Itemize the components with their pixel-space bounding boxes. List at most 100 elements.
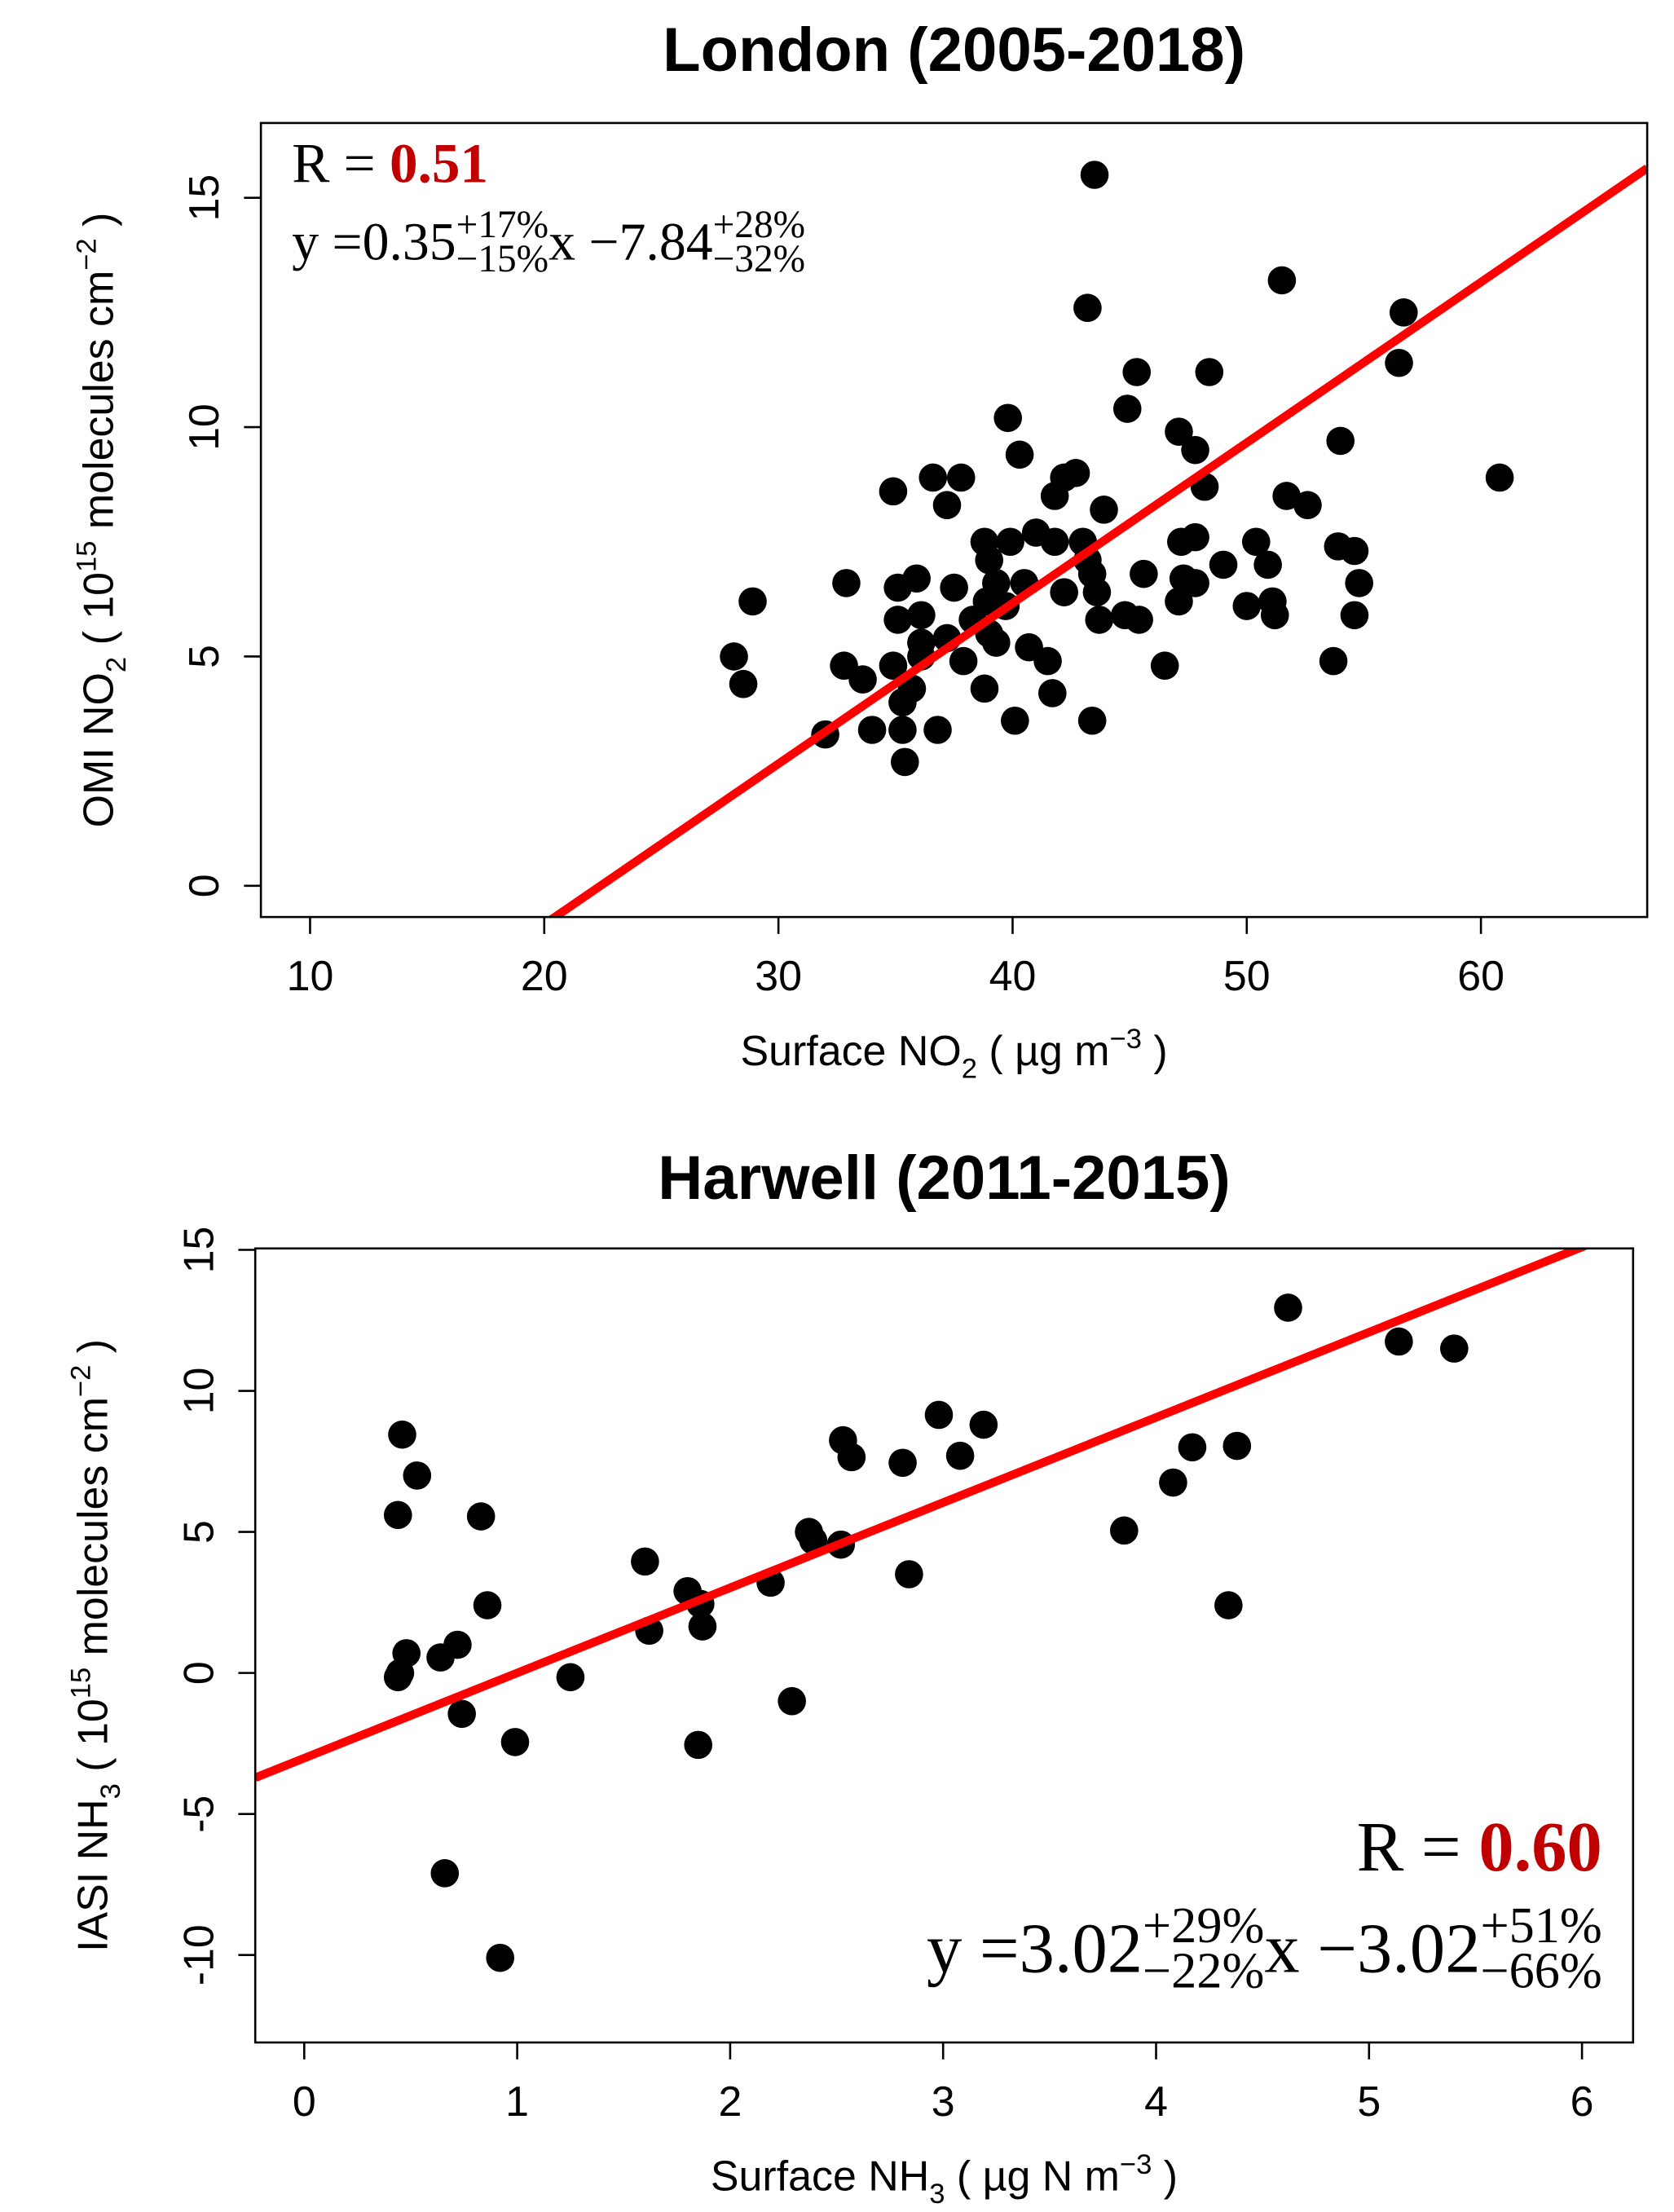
point — [486, 1943, 515, 1972]
point — [1274, 1293, 1302, 1322]
point — [1272, 482, 1301, 510]
point — [1077, 706, 1107, 735]
point — [1340, 536, 1369, 566]
chart: Harwell (2011-2015) 0 1 2 3 4 5 6 -10 -5 0 5 10 15 Sur… — [66, 1143, 1635, 2210]
point — [1214, 1591, 1243, 1619]
point — [1073, 293, 1102, 323]
label-part: ) — [1152, 2153, 1178, 2201]
point — [1110, 1516, 1139, 1545]
point — [684, 1730, 713, 1760]
point — [857, 716, 887, 744]
point — [1385, 348, 1413, 377]
point — [970, 674, 999, 703]
point — [1122, 358, 1152, 386]
plot-frame — [259, 121, 1649, 919]
label-part: Surface NH — [711, 2153, 929, 2201]
r-annotation: R = 0.60 — [1357, 1808, 1602, 1886]
y-tick-label: 10 — [175, 1368, 222, 1415]
point — [778, 1686, 806, 1716]
point — [738, 587, 767, 616]
x-tick-label: 30 — [755, 953, 802, 1000]
point — [1222, 1431, 1252, 1461]
label-part: IASI NH — [70, 1799, 117, 1951]
y-tick-label: 0 — [175, 1661, 222, 1685]
x-axis-label: Surface NO2 ( µg m−3 ) — [741, 1024, 1168, 1084]
point — [426, 1643, 455, 1672]
point — [946, 463, 976, 492]
point — [1005, 440, 1034, 469]
point — [1181, 522, 1209, 552]
point — [466, 1502, 496, 1531]
plot-area — [547, 161, 1648, 918]
point — [1293, 491, 1322, 520]
point — [1389, 298, 1418, 327]
point — [500, 1728, 530, 1756]
point — [848, 665, 877, 694]
point — [969, 1410, 998, 1439]
y-tick-label: 0 — [181, 874, 228, 897]
point — [1253, 550, 1282, 579]
label-part: ) — [75, 213, 122, 239]
equation-part: x − — [548, 213, 619, 272]
equation-sup: +29% — [1143, 1897, 1264, 1954]
label-part: 2 — [962, 1053, 977, 1084]
label-part: 2 — [101, 657, 132, 672]
equation: y = 3.02 +29%−22% x − 3.02 +51%−66% — [927, 1897, 1602, 1998]
point — [932, 491, 962, 520]
equation-sup: +17% — [456, 204, 548, 246]
r-value: 0.51 — [390, 132, 488, 195]
point — [945, 1441, 975, 1470]
x-tick-label: 3 — [932, 2078, 955, 2126]
label-part: OMI NO — [75, 672, 122, 827]
equation-sub: −15% — [456, 238, 548, 280]
point — [1340, 601, 1369, 630]
point — [729, 669, 758, 698]
equation-sub: −22% — [1143, 1943, 1264, 1999]
label-part: ( 10 — [70, 1699, 117, 1783]
point — [907, 628, 936, 657]
y-axis-label: OMI NO2 ( 1015 molecules cm−2 ) — [72, 213, 132, 828]
label-part: −3 — [1120, 2149, 1152, 2180]
point — [888, 1448, 917, 1478]
point — [383, 1500, 412, 1530]
point — [1150, 651, 1179, 681]
label-part: ( µg N m — [945, 2153, 1119, 2201]
r-annotation: R = 0.51 — [292, 132, 488, 195]
point — [895, 1560, 923, 1588]
equation-part: y = — [927, 1909, 1020, 1987]
label-part: −3 — [1110, 1024, 1142, 1055]
label-part: molecules cm — [75, 271, 122, 541]
point — [923, 716, 952, 744]
point — [924, 1400, 954, 1430]
r-label: R = — [1357, 1808, 1479, 1886]
x-tick-label: 40 — [989, 953, 1037, 1000]
label-part: 3 — [95, 1783, 126, 1799]
point — [949, 646, 978, 676]
point — [1040, 482, 1069, 510]
equation-part: x − — [1264, 1909, 1357, 1987]
point — [1195, 358, 1224, 386]
x-tick-label: 60 — [1457, 953, 1504, 1000]
r-value: 0.60 — [1478, 1808, 1601, 1886]
point — [1165, 417, 1193, 446]
point — [383, 1663, 412, 1692]
point — [1326, 426, 1355, 456]
point — [993, 403, 1023, 433]
point — [890, 747, 919, 777]
point — [720, 642, 748, 671]
equation-part: 0.35 — [363, 213, 456, 272]
y-axis-label: IASI NH3 ( 1015 molecules cm−2 ) — [66, 1339, 126, 1952]
x-tick-label: 2 — [718, 2078, 742, 2126]
point — [556, 1663, 585, 1692]
point — [1178, 1433, 1207, 1462]
point — [1085, 606, 1114, 634]
x-tick-label: 10 — [287, 953, 334, 1000]
point — [1082, 578, 1112, 606]
label-part: ) — [1142, 1028, 1168, 1075]
label-part: −2 — [72, 238, 103, 270]
point — [1130, 559, 1158, 588]
chart-title: Harwell (2011-2015) — [658, 1143, 1230, 1213]
point — [403, 1461, 432, 1490]
point — [975, 545, 1004, 575]
point — [1181, 435, 1209, 465]
